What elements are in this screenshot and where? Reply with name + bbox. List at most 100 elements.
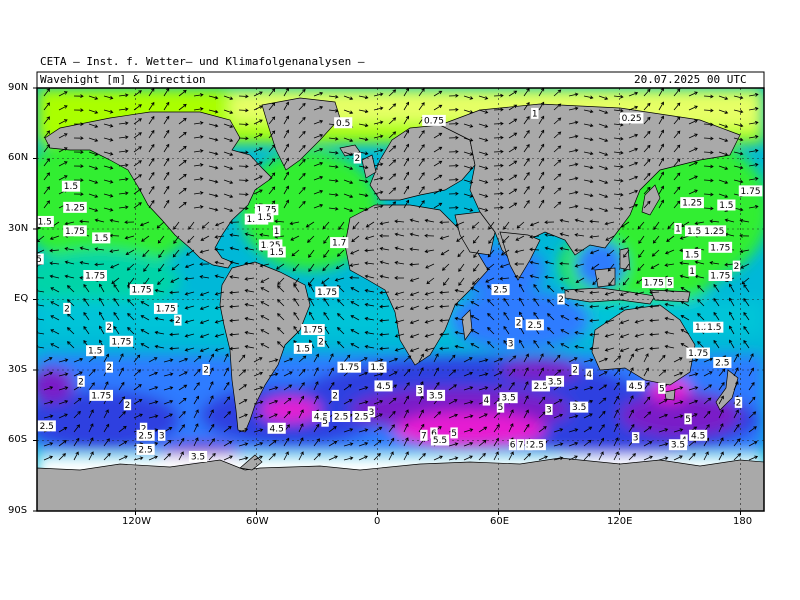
wave-direction-arrow (583, 179, 594, 184)
wave-direction-arrow (163, 413, 173, 419)
wave-direction-arrow (148, 171, 155, 181)
wave-direction-arrow (679, 261, 690, 265)
wave-direction-arrow (583, 109, 594, 114)
wave-direction-arrow (613, 451, 619, 461)
wave-direction-arrow (403, 409, 409, 419)
wave-direction-arrow (200, 235, 210, 241)
wave-direction-arrow (664, 344, 675, 349)
svg-text:3: 3 (633, 434, 639, 444)
wave-direction-arrow (733, 123, 744, 128)
wave-direction-arrow (433, 202, 443, 209)
wave-direction-arrow (133, 90, 142, 97)
wave-direction-arrow (373, 176, 384, 181)
contour-label: 3 (367, 406, 376, 418)
wave-direction-arrow (223, 207, 234, 212)
wave-direction-arrow (743, 339, 750, 349)
wave-direction-arrow (37, 331, 45, 335)
wave-direction-arrow (560, 329, 570, 335)
wave-direction-arrow (598, 451, 604, 461)
wave-direction-arrow (433, 146, 443, 153)
wave-direction-arrow (680, 343, 690, 349)
wave-direction-arrow (729, 283, 735, 293)
wave-direction-arrow (199, 249, 210, 254)
contour-label: 1.75 (686, 347, 710, 359)
wave-direction-arrow (748, 204, 759, 209)
contour-label: 2 (732, 260, 741, 272)
south-america (219, 261, 311, 433)
wave-direction-arrow (103, 137, 114, 142)
svg-text:7: 7 (518, 441, 524, 451)
wave-direction-arrow (454, 221, 465, 227)
wave-direction-arrow (223, 179, 234, 184)
wave-direction-arrow (694, 260, 705, 265)
wave-direction-arrow (364, 288, 375, 293)
title-box (36, 71, 765, 89)
wave-direction-arrow (538, 353, 544, 363)
wave-direction-arrow (163, 440, 172, 447)
svg-text:1: 1 (274, 227, 280, 237)
wave-direction-arrow (487, 313, 495, 321)
wave-direction-arrow (448, 93, 459, 98)
wave-direction-arrow (508, 188, 518, 195)
wave-direction-arrow (470, 343, 480, 349)
svg-text:3: 3 (508, 340, 514, 350)
wave-direction-arrow (523, 143, 530, 153)
wave-direction-arrow (229, 318, 240, 323)
wave-direction-arrow (697, 285, 705, 293)
wave-direction-arrow (748, 411, 757, 419)
svg-text:1.75: 1.75 (339, 363, 359, 373)
wave-direction-arrow (83, 311, 90, 321)
lon-label: 180 (733, 516, 753, 527)
svg-text:1.5: 1.5 (88, 347, 102, 357)
wave-direction-arrow (313, 203, 324, 209)
wave-direction-arrow (568, 386, 579, 391)
wave-direction-arrow (529, 260, 540, 265)
wave-direction-arrow (649, 304, 660, 309)
wave-direction-arrow (148, 455, 158, 461)
united-kingdom (361, 154, 377, 179)
wave-direction-arrow (268, 453, 276, 461)
wave-direction-arrow (313, 438, 320, 447)
wave-direction-arrow (379, 318, 390, 323)
wave-direction-arrow (729, 297, 735, 307)
wave-direction-arrow (643, 172, 651, 181)
wave-direction-arrow (64, 221, 75, 226)
wave-direction-arrow (309, 297, 315, 307)
wave-direction-arrow (379, 260, 390, 265)
wave-direction-arrow (118, 440, 128, 447)
wave-direction-arrow (148, 129, 155, 139)
contour-label: 1.75 (254, 204, 279, 216)
contour-label: 1.5 (685, 225, 704, 237)
wave-direction-arrow (619, 347, 630, 353)
contour-label: 2.5 (136, 429, 155, 441)
wave-direction-arrow (142, 249, 150, 258)
wave-direction-arrow (223, 151, 234, 156)
wave-direction-arrow (373, 399, 384, 405)
wave-direction-arrow (283, 384, 293, 391)
wave-direction-arrow (238, 108, 249, 113)
wave-direction-arrow (298, 158, 306, 167)
svg-text:5: 5 (685, 415, 691, 425)
wave-direction-arrow (238, 456, 249, 461)
wave-direction-arrow (253, 161, 263, 167)
wave-direction-arrow (664, 316, 675, 321)
wave-direction-arrow (478, 109, 489, 114)
wave-direction-arrow (184, 347, 195, 352)
wave-direction-arrow (463, 371, 474, 377)
svg-text:1.75: 1.75 (85, 272, 105, 282)
wave-direction-arrow (43, 371, 54, 377)
wave-direction-arrow (463, 123, 474, 128)
wave-direction-arrow (185, 249, 195, 256)
wave-direction-arrow (259, 263, 270, 268)
new-guinea (649, 289, 691, 303)
wave-direction-arrow (673, 455, 683, 461)
wave-direction-arrow (103, 409, 109, 419)
wave-direction-arrow (553, 159, 562, 167)
wave-direction-arrow (163, 372, 174, 377)
wave-direction-arrow (703, 164, 714, 169)
wave-direction-arrow (418, 144, 425, 153)
wave-direction-arrow (688, 358, 699, 363)
wave-direction-arrow (604, 347, 615, 352)
wave-direction-arrow (133, 160, 142, 167)
